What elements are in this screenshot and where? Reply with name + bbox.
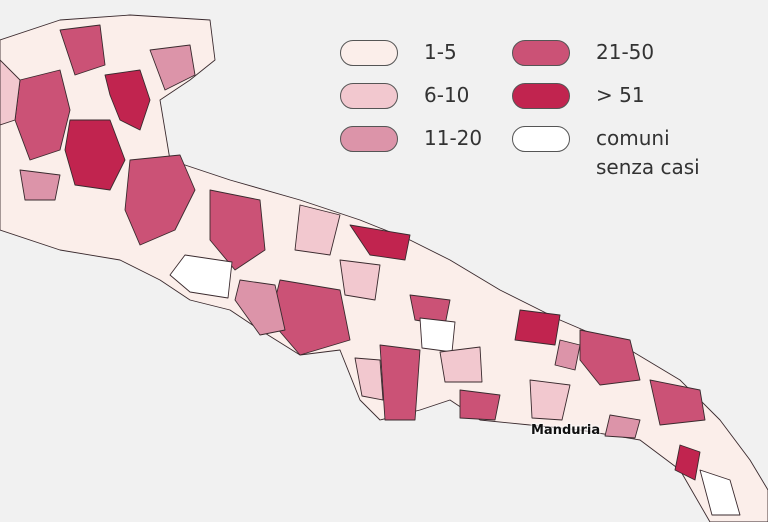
municipality xyxy=(349,224,411,261)
municipality xyxy=(419,317,456,353)
legend-swatch xyxy=(340,40,398,66)
legend-label: 21-50 xyxy=(596,40,655,64)
legend-item: > 51 xyxy=(512,83,708,110)
municipality xyxy=(124,154,196,246)
municipality xyxy=(294,204,341,256)
municipality xyxy=(19,169,61,201)
municipality xyxy=(0,59,21,126)
legend-item: 11-20 xyxy=(340,126,536,153)
legend-item: 21-50 xyxy=(512,40,708,67)
municipality xyxy=(209,189,266,271)
municipality xyxy=(604,414,641,439)
legend-label: > 51 xyxy=(596,83,645,107)
legend-swatch xyxy=(512,126,570,152)
municipality xyxy=(59,24,106,76)
legend-label: 6-10 xyxy=(424,83,470,107)
municipality xyxy=(104,69,151,131)
municipality xyxy=(149,44,196,91)
municipality xyxy=(439,346,483,383)
region-outline xyxy=(0,14,768,522)
municipality xyxy=(459,389,501,421)
municipality xyxy=(699,469,741,516)
place-label: Manduria xyxy=(531,423,601,438)
legend-label: 1-5 xyxy=(424,40,457,64)
legend-swatch xyxy=(340,126,398,152)
municipality xyxy=(379,344,421,421)
municipality xyxy=(649,379,706,426)
legend-swatch xyxy=(512,40,570,66)
municipality xyxy=(169,254,233,299)
municipality xyxy=(579,329,641,386)
municipality xyxy=(339,259,381,301)
municipality xyxy=(234,279,286,336)
municipality xyxy=(514,309,561,346)
municipality xyxy=(554,339,581,371)
municipality xyxy=(674,444,701,481)
legend-swatch xyxy=(340,83,398,109)
legend-item: 1-5 xyxy=(340,40,536,67)
municipality xyxy=(64,119,126,191)
municipality xyxy=(529,379,571,421)
legend-item: comuni senza casi xyxy=(512,126,708,182)
municipality xyxy=(354,357,384,401)
legend-label: comuni senza casi xyxy=(596,126,700,179)
legend-item: 6-10 xyxy=(340,83,536,110)
legend-label: 11-20 xyxy=(424,126,483,150)
legend-swatch xyxy=(512,83,570,109)
